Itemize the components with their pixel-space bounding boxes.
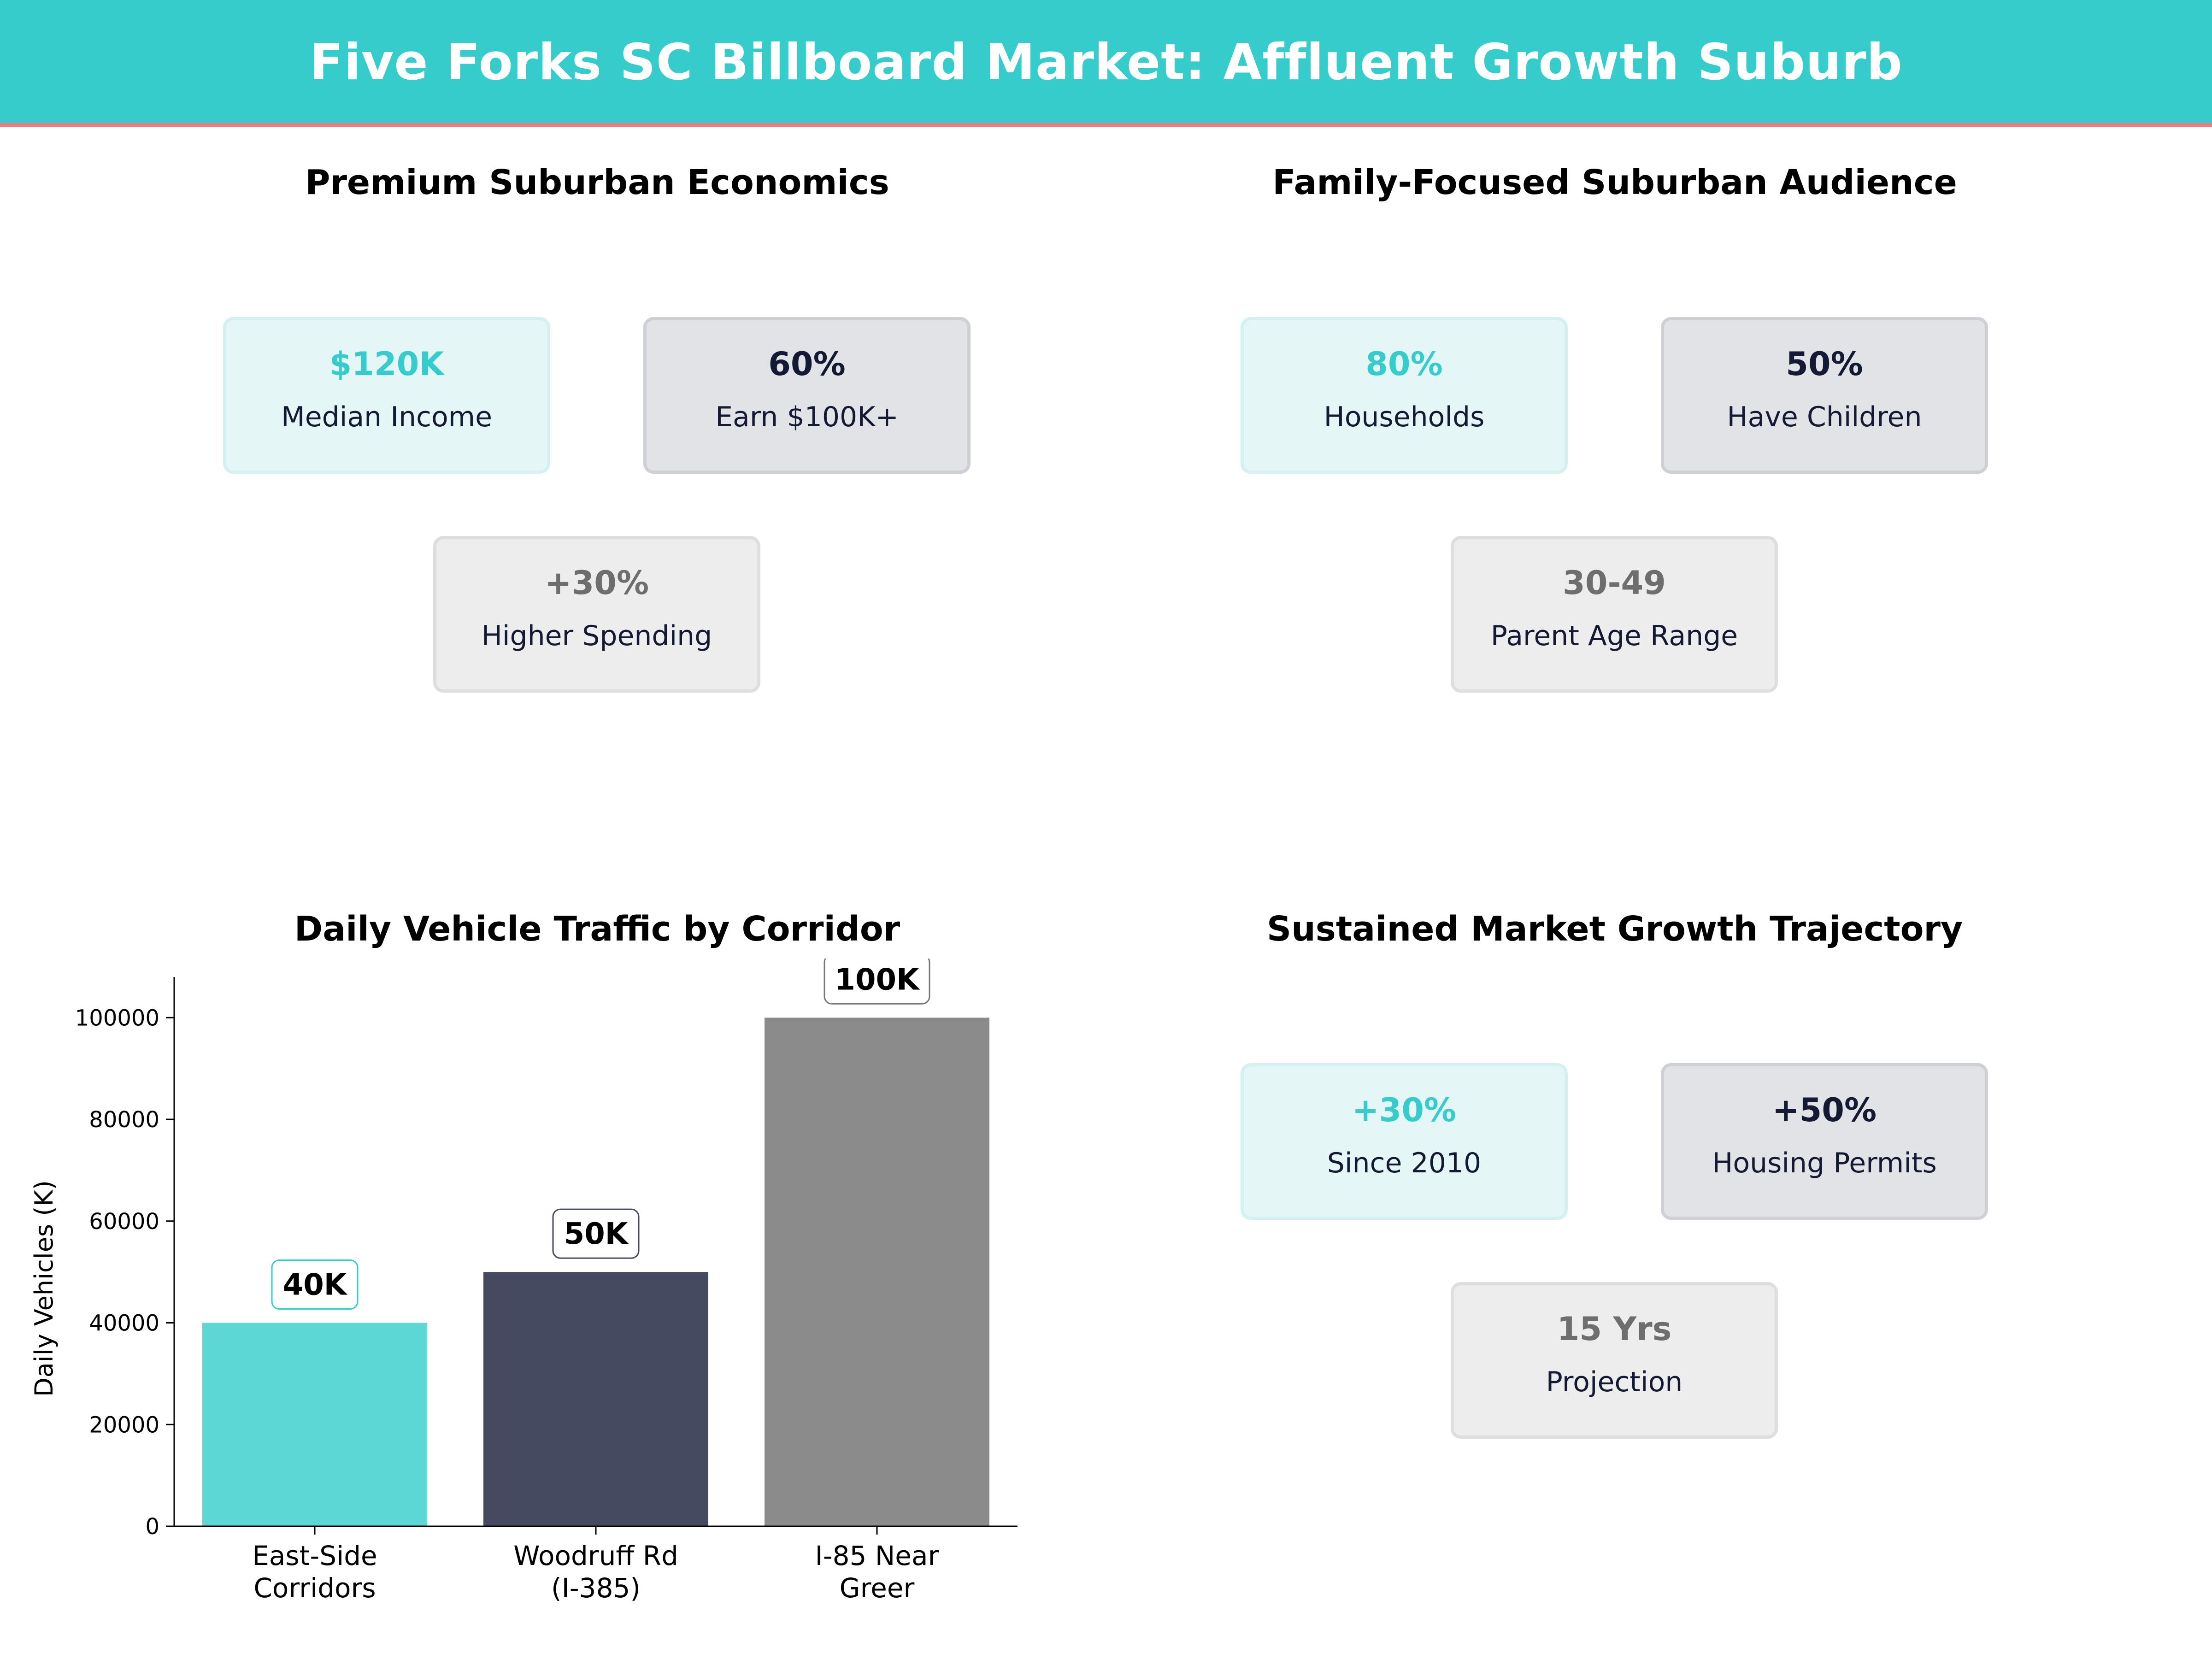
y-tick-label: 60000 <box>89 1209 159 1235</box>
card-label: Earn $100K+ <box>715 401 899 433</box>
bar-0 <box>202 1323 427 1526</box>
have-children-card: 50% Have Children <box>1661 317 1988 474</box>
y-axis-label: Daily Vehicles (K) <box>29 1180 59 1397</box>
x-tick-label: Woodruff Rd (I-385) <box>513 1540 678 1604</box>
parent-age-range-card: 30-49 Parent Age Range <box>1451 536 1778 693</box>
card-value: 15 Yrs <box>1557 1310 1672 1348</box>
since-2010-card: +30% Since 2010 <box>1241 1063 1568 1220</box>
earn-100k-card: 60% Earn $100K+ <box>643 317 971 474</box>
data-label-1: 50K <box>564 1217 629 1251</box>
data-label-box-2 <box>824 959 930 1005</box>
card-label: Median Income <box>281 401 493 433</box>
card-label: Housing Permits <box>1712 1147 1937 1179</box>
card-value: +50% <box>1772 1091 1877 1129</box>
card-label: Households <box>1324 401 1485 433</box>
card-value: 80% <box>1365 345 1443 383</box>
card-label: Have Children <box>1727 401 1922 433</box>
economics-panel-title: Premium Suburban Economics <box>305 163 889 202</box>
projection-card: 15 Yrs Projection <box>1451 1282 1778 1439</box>
data-label-box-0 <box>271 1259 359 1310</box>
y-tick-label: 100000 <box>75 1005 159 1031</box>
card-label: Since 2010 <box>1327 1147 1482 1179</box>
median-income-card: $120K Median Income <box>223 317 550 474</box>
households-card: 80% Households <box>1241 317 1568 474</box>
card-value: +30% <box>1352 1091 1457 1129</box>
bar-1 <box>483 1272 708 1526</box>
growth-panel-title: Sustained Market Growth Trajectory <box>1266 909 1963 949</box>
chart-title: Daily Vehicle Traffic by Corridor <box>294 909 900 949</box>
page-title: Five Forks SC Billboard Market: Affluent… <box>309 34 1903 91</box>
housing-permits-card: +50% Housing Permits <box>1661 1063 1988 1220</box>
card-label: Parent Age Range <box>1490 620 1738 652</box>
card-label: Higher Spending <box>481 620 712 652</box>
bar-2 <box>765 1018 989 1526</box>
card-value: 60% <box>768 345 846 383</box>
data-label-2: 100K <box>835 963 920 997</box>
data-label-0: 40K <box>283 1268 348 1302</box>
card-value: 50% <box>1786 345 1863 383</box>
x-tick-label: East-Side Corridors <box>252 1540 377 1604</box>
audience-panel-title: Family-Focused Suburban Audience <box>1272 163 1957 202</box>
y-tick-label: 0 <box>145 1514 159 1540</box>
card-value: $120K <box>329 345 444 383</box>
card-value: 30-49 <box>1563 564 1666 602</box>
card-value: +30% <box>544 564 649 602</box>
x-tick-label: I-85 Near Greer <box>815 1540 939 1604</box>
higher-spending-card: +30% Higher Spending <box>433 536 760 693</box>
traffic-bar-chart: 0 20000 40000 60000 80000 100000 East-Side Corr… <box>29 959 1018 1604</box>
y-tick-label: 80000 <box>89 1107 159 1133</box>
header-banner: Five Forks SC Billboard Market: Affluent… <box>0 0 2212 127</box>
data-label-box-1 <box>552 1208 640 1259</box>
y-tick-label: 40000 <box>89 1311 159 1336</box>
card-label: Projection <box>1546 1366 1683 1398</box>
y-tick-label: 20000 <box>89 1412 159 1438</box>
